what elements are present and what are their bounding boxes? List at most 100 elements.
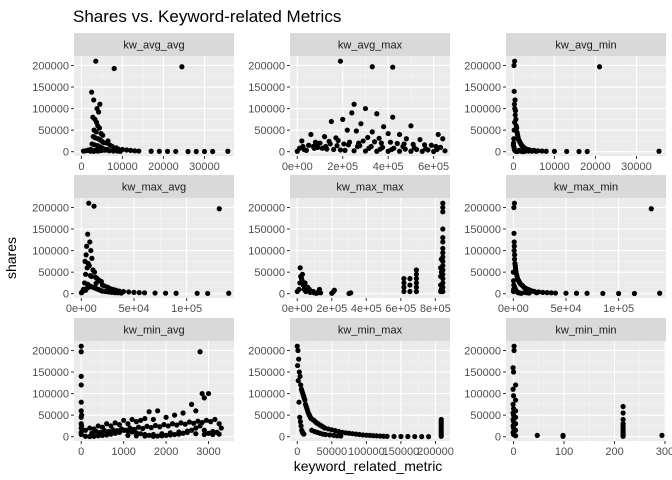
data-point <box>110 148 116 154</box>
data-point <box>302 397 308 403</box>
data-point <box>159 431 165 437</box>
data-point <box>512 382 519 388</box>
data-point <box>142 415 148 422</box>
x-tick-label: 6e+05 <box>385 303 416 315</box>
data-point <box>78 408 84 414</box>
data-point <box>208 419 214 425</box>
data-point <box>620 403 626 410</box>
data-point <box>385 130 391 137</box>
data-point <box>180 410 186 416</box>
data-point <box>186 419 193 425</box>
data-point <box>78 382 84 388</box>
y-tick-label: 100000 <box>248 246 285 258</box>
data-point <box>299 138 305 144</box>
data-point <box>165 423 171 429</box>
data-point <box>210 148 216 155</box>
data-points <box>510 58 662 155</box>
x-tick-label: 5e+04 <box>119 303 150 315</box>
data-point <box>188 401 195 407</box>
x-tick-label: 30000 <box>621 161 652 173</box>
facet-kw_max_min: kw_max_min 0 50000 100000 150000 200000 0e+00 5… <box>464 175 666 315</box>
data-points <box>294 343 444 440</box>
data-point <box>384 433 390 439</box>
x-tick-label: 0 <box>78 161 84 173</box>
data-point <box>78 290 84 296</box>
data-point <box>440 235 446 241</box>
data-point <box>79 412 85 418</box>
data-point <box>109 143 115 150</box>
x-tick-label: 8e+05 <box>420 303 451 315</box>
data-point <box>391 433 397 440</box>
data-point <box>205 290 211 297</box>
data-point <box>99 432 106 438</box>
data-point <box>511 343 517 349</box>
data-point <box>337 58 344 64</box>
y-tick-label: 100000 <box>32 389 69 401</box>
data-point <box>121 427 127 433</box>
data-point <box>195 418 201 424</box>
data-point <box>394 140 400 147</box>
data-point <box>354 143 361 150</box>
y-tick-label: 200000 <box>464 345 501 357</box>
data-point <box>116 422 123 428</box>
data-point <box>435 131 441 138</box>
data-point <box>161 422 167 428</box>
data-points <box>294 58 448 155</box>
y-tick-label: 0 <box>63 432 69 444</box>
y-tick-label: 100000 <box>464 246 501 258</box>
data-point <box>533 148 539 154</box>
data-point <box>512 97 518 103</box>
data-points <box>78 200 232 297</box>
data-point <box>440 245 446 252</box>
data-point <box>401 276 407 282</box>
data-point <box>97 101 103 107</box>
data-point <box>438 286 444 292</box>
data-point <box>510 278 517 284</box>
data-point <box>377 146 383 152</box>
data-point <box>311 145 317 151</box>
data-point <box>417 137 423 143</box>
data-point <box>95 423 101 429</box>
data-point <box>510 401 516 407</box>
data-point <box>351 148 357 154</box>
data-point <box>425 434 432 440</box>
data-point <box>512 433 519 439</box>
data-point <box>226 290 232 296</box>
data-point <box>560 433 566 439</box>
data-point <box>155 433 161 439</box>
facet-kw_min_avg: kw_min_avg 0 50000 100000 150000 200000 0 1000 2… <box>32 318 234 458</box>
data-point <box>201 395 207 401</box>
data-point <box>403 136 409 142</box>
x-tick-label: 200000 <box>417 446 454 458</box>
data-point <box>584 148 590 155</box>
data-point <box>511 204 517 211</box>
data-point <box>511 88 517 94</box>
data-point <box>108 431 114 437</box>
y-tick-label: 100000 <box>32 246 69 258</box>
facet-kw_avg_avg: kw_avg_avg 0 50000 100000 150000 200000 0 10000… <box>32 33 234 173</box>
data-point <box>511 347 517 354</box>
data-point <box>345 142 352 148</box>
x-tick-label: 6e+05 <box>418 161 449 173</box>
data-point <box>390 114 396 120</box>
data-point <box>133 419 139 425</box>
data-point <box>201 148 208 155</box>
data-point <box>216 421 222 427</box>
y-tick-label: 0 <box>63 289 69 301</box>
data-point <box>85 231 91 237</box>
data-point <box>295 362 301 369</box>
data-point <box>129 416 135 423</box>
data-point <box>118 290 124 296</box>
data-point <box>440 136 446 142</box>
data-point <box>191 420 197 426</box>
data-point <box>89 89 95 95</box>
data-point <box>82 433 89 439</box>
data-point <box>327 432 333 438</box>
data-point <box>89 255 95 261</box>
data-point <box>529 148 535 154</box>
y-tick-label: 200000 <box>248 345 285 357</box>
data-point <box>440 250 446 256</box>
data-point <box>438 269 444 275</box>
x-tick-label: 0e+00 <box>66 303 97 315</box>
